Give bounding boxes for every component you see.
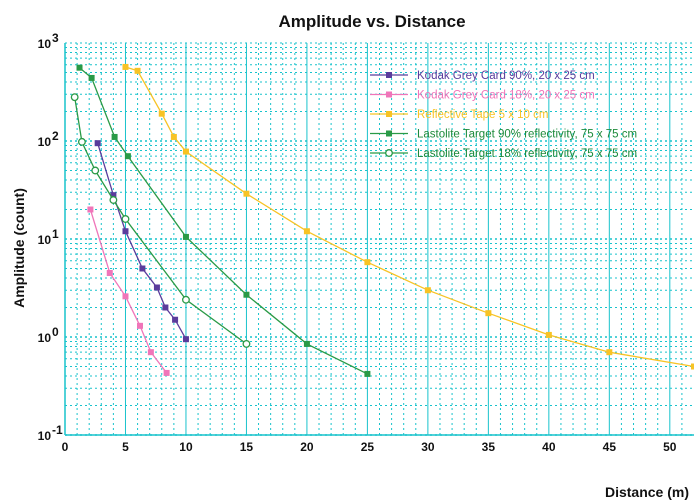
legend-item: Lastolite Target 18% reflectivity, 75 x … xyxy=(370,148,637,160)
data-point xyxy=(606,349,613,356)
data-point xyxy=(170,133,177,140)
legend: Kodak Grey Card 90%, 20 x 25 cm Kodak Gre… xyxy=(370,70,637,160)
y-tick-exponent: 0 xyxy=(52,325,59,339)
x-tick-label: 15 xyxy=(240,440,254,454)
data-point xyxy=(182,295,190,304)
data-point xyxy=(91,166,100,175)
data-point xyxy=(76,64,83,71)
data-point xyxy=(158,110,165,117)
chart-title: Amplitude vs. Distance xyxy=(278,12,465,31)
legend-marker xyxy=(386,91,392,98)
series-layer xyxy=(70,63,694,377)
data-point xyxy=(545,331,552,338)
y-tick-exponent: 2 xyxy=(52,129,59,143)
data-point xyxy=(122,228,129,235)
x-tick-label: 25 xyxy=(361,440,375,454)
data-point xyxy=(162,304,169,311)
data-point xyxy=(182,336,189,343)
y-tick-label: 10 xyxy=(38,331,52,345)
series-3 xyxy=(122,63,694,370)
y-tick-exponent: -1 xyxy=(52,423,63,437)
data-point xyxy=(122,293,129,300)
series-line xyxy=(89,209,168,374)
data-point xyxy=(242,339,251,348)
data-point xyxy=(303,228,310,235)
legend-marker xyxy=(386,72,392,78)
series-4 xyxy=(76,64,371,377)
data-point xyxy=(364,370,371,377)
x-tick-label: 35 xyxy=(482,440,496,454)
series-line xyxy=(79,67,368,375)
x-tick-label: 10 xyxy=(179,440,193,454)
y-tick-label: 10 xyxy=(38,37,52,51)
data-point xyxy=(485,310,492,317)
legend-item: Kodak Grey Card 90%, 20 x 25 cm xyxy=(370,70,595,82)
data-point xyxy=(182,148,189,155)
x-tick-label: 0 xyxy=(62,440,69,454)
y-axis-label: Amplitude (count) xyxy=(11,188,27,308)
data-point xyxy=(172,316,179,323)
legend-label: Kodak Grey Card 18%, 20 x 25 cm xyxy=(417,90,595,102)
data-point xyxy=(243,190,250,197)
legend-marker xyxy=(385,149,393,157)
data-point xyxy=(70,93,79,102)
legend-marker xyxy=(386,130,392,137)
data-point xyxy=(77,137,86,146)
legend-item: Kodak Grey Card 18%, 20 x 25 cm xyxy=(370,90,595,102)
data-point xyxy=(109,196,118,204)
y-tick-exponent: 3 xyxy=(52,31,59,45)
data-point xyxy=(106,269,113,276)
data-point xyxy=(163,369,170,376)
legend-label: Lastolite Target 18% reflectivity, 75 x … xyxy=(417,148,637,160)
x-tick-label: 30 xyxy=(421,440,435,454)
data-point xyxy=(87,206,94,213)
data-point xyxy=(243,291,250,298)
data-point xyxy=(124,153,131,160)
x-axis-label: Distance (m) xyxy=(605,484,689,500)
data-point xyxy=(691,363,694,370)
data-point xyxy=(139,265,146,272)
series-5 xyxy=(70,93,251,348)
data-point xyxy=(364,259,371,266)
x-tick-label: 45 xyxy=(603,440,617,454)
data-point xyxy=(121,215,130,223)
legend-label: Lastolite Target 90% reflectivity, 75 x … xyxy=(417,129,637,141)
x-tick-label: 20 xyxy=(300,440,314,454)
legend-label: Kodak Grey Card 90%, 20 x 25 cm xyxy=(417,70,595,82)
data-point xyxy=(424,287,431,294)
data-point xyxy=(147,349,154,356)
x-tick-label: 50 xyxy=(663,440,677,454)
data-point xyxy=(136,322,143,329)
legend-item: Reflective Tape 5 x 10 cm xyxy=(370,109,548,121)
x-tick-label: 40 xyxy=(542,440,556,454)
data-point xyxy=(303,340,310,347)
y-tick-label: 10 xyxy=(38,233,52,247)
grid xyxy=(65,42,694,436)
x-tick-label: 5 xyxy=(122,440,129,454)
legend-label: Reflective Tape 5 x 10 cm xyxy=(417,109,548,121)
series-2 xyxy=(87,206,170,376)
data-point xyxy=(134,67,141,74)
y-tick-label: 10 xyxy=(38,429,52,443)
legend-marker xyxy=(386,111,392,117)
data-point xyxy=(111,133,118,140)
data-point xyxy=(88,74,95,81)
y-tick-exponent: 1 xyxy=(52,227,59,241)
y-tick-label: 10 xyxy=(38,135,52,149)
data-point xyxy=(182,233,189,240)
data-point xyxy=(153,284,160,291)
data-point xyxy=(94,140,101,147)
data-point xyxy=(110,192,117,199)
legend-item: Lastolite Target 90% reflectivity, 75 x … xyxy=(370,129,637,141)
data-point xyxy=(122,63,129,70)
